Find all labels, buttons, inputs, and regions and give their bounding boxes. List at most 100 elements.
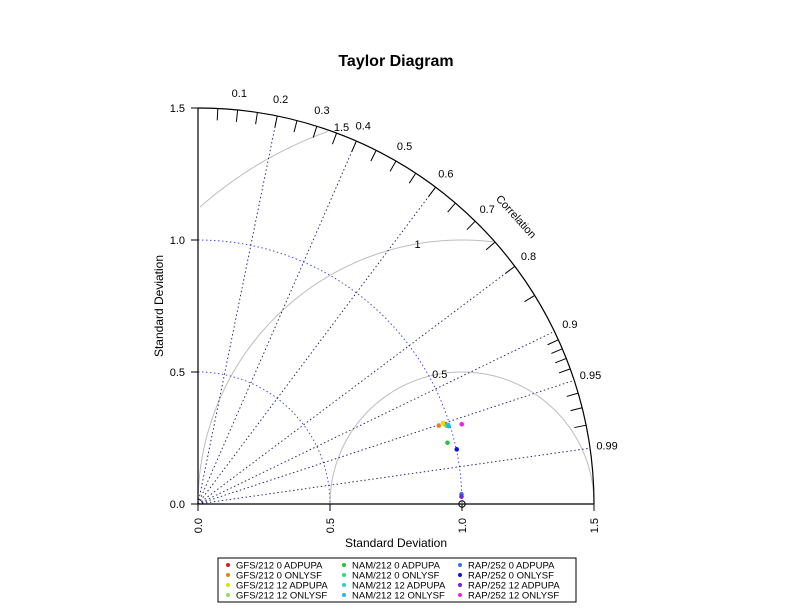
rms-contour xyxy=(199,130,329,208)
correlation-tick xyxy=(466,220,476,231)
rms-contour-label: 1 xyxy=(414,239,420,251)
legend-label: RAP/252 0 ONLYSF xyxy=(468,571,554,582)
data-point xyxy=(459,494,464,499)
data-point xyxy=(445,440,450,446)
legend-swatch xyxy=(342,563,346,567)
legend-swatch xyxy=(226,563,230,567)
legend-label: RAP/252 12 ADPUPA xyxy=(468,581,560,592)
legend-swatch xyxy=(226,583,230,587)
correlation-tick-label: 0.95 xyxy=(580,370,601,382)
rms-contour xyxy=(329,371,595,504)
legend-swatch xyxy=(458,563,462,567)
correlation-tick xyxy=(274,115,278,128)
chart-title: Taylor Diagram xyxy=(338,53,453,70)
y-tick-label: 1.5 xyxy=(170,103,185,115)
legend-label: NAM/212 12 ONLYSF xyxy=(352,591,445,602)
legend-swatch xyxy=(226,593,230,597)
correlation-tick-label: 0.6 xyxy=(438,168,453,180)
correlation-tick xyxy=(524,294,535,303)
reference-point xyxy=(458,500,466,508)
correlation-tick xyxy=(312,126,318,138)
correlation-line xyxy=(197,140,357,505)
correlation-line xyxy=(197,330,555,505)
legend-swatch xyxy=(342,583,346,587)
rms-contour xyxy=(197,239,494,504)
correlation-line xyxy=(197,379,575,505)
correlation-tick xyxy=(447,202,456,213)
data-point xyxy=(446,423,451,429)
correlation-tick-label: 0.3 xyxy=(314,105,329,117)
legend-box xyxy=(217,557,577,603)
correlation-tick xyxy=(551,348,563,354)
correlation-tick xyxy=(555,357,567,364)
data-point xyxy=(440,420,446,426)
data-point xyxy=(459,421,465,427)
correlation-axis-label: Correlation xyxy=(493,193,538,241)
correlation-tick xyxy=(370,150,377,162)
correlation-tick-label: 0.8 xyxy=(521,251,536,263)
data-point xyxy=(454,447,460,452)
legend-label: GFS/212 12 ONLYSF xyxy=(236,591,327,602)
correlation-tick xyxy=(428,186,437,198)
correlation-tick-label: 0.7 xyxy=(480,204,495,216)
data-point xyxy=(436,423,442,428)
legend-label: RAP/252 12 ONLYSF xyxy=(468,591,559,602)
chart-marks xyxy=(436,420,466,508)
correlation-tick xyxy=(574,424,587,429)
correlation-tick xyxy=(408,172,417,184)
legend-swatch xyxy=(342,573,346,577)
x-tick-label: 1.0 xyxy=(457,518,469,533)
correlation-tick xyxy=(255,112,258,125)
correlation-line xyxy=(197,186,436,505)
rms-contour-label: 0.5 xyxy=(432,369,447,381)
chart-grid: 0.5 1 1.5 xyxy=(197,115,595,505)
x-tick-label: 1.5 xyxy=(589,518,601,533)
legend-label: NAM/212 0 ONLYSF xyxy=(352,571,440,582)
correlation-tick xyxy=(331,132,338,145)
correlation-tick xyxy=(504,265,516,274)
y-tick-label: 1.0 xyxy=(170,235,185,247)
correlation-tick-label: 0.2 xyxy=(273,94,288,106)
legend-label: GFS/212 0 ADPUPA xyxy=(236,561,323,572)
x-axis-label: Standard Deviation xyxy=(345,536,447,550)
correlation-tick-label: 0.1 xyxy=(232,88,247,100)
correlation-tick xyxy=(351,140,357,153)
legend-swatch xyxy=(458,573,462,577)
y-axis-label: Standard Deviation xyxy=(152,255,166,357)
correlation-line xyxy=(197,266,516,505)
correlation-line xyxy=(197,447,591,505)
correlation-tick xyxy=(389,160,397,172)
correlation-tick xyxy=(216,108,219,121)
x-tick-label: 0.0 xyxy=(193,518,205,533)
correlation-tick-label: 0.9 xyxy=(562,319,577,331)
outer-arc xyxy=(197,107,595,505)
legend-swatch xyxy=(458,583,462,587)
std-dev-arc xyxy=(197,239,463,505)
correlation-tick xyxy=(485,241,496,251)
correlation-tick xyxy=(566,392,579,397)
correlation-tick xyxy=(293,120,298,133)
legend-label: NAM/212 0 ADPUPA xyxy=(352,561,441,572)
legend-swatch xyxy=(458,593,462,597)
correlation-line xyxy=(197,115,278,505)
legend-label: NAM/212 12 ADPUPA xyxy=(352,581,446,592)
chart-axes: 0.1 0.2 0.3 0.4 0.5 0.6 0.7 0.8 0.9 0.95 0.99 Corre… xyxy=(170,88,618,533)
correlation-tick xyxy=(235,109,239,122)
legend-label: GFS/212 12 ADPUPA xyxy=(236,581,328,592)
y-tick-label: 0.0 xyxy=(170,499,185,511)
correlation-tick-label: 0.99 xyxy=(596,441,617,453)
x-tick-label: 0.5 xyxy=(325,518,337,533)
legend-label: RAP/252 0 ADPUPA xyxy=(468,561,555,572)
std-dev-arc xyxy=(197,371,331,505)
correlation-tick xyxy=(547,339,559,346)
legend-label: GFS/212 0 ONLYSF xyxy=(236,571,322,582)
rms-contour-label: 1.5 xyxy=(334,122,349,134)
correlation-tick xyxy=(558,368,571,374)
correlation-tick-label: 0.4 xyxy=(356,120,371,132)
legend-swatch xyxy=(226,573,230,577)
y-tick-label: 0.5 xyxy=(170,367,185,379)
correlation-tick-label: 0.5 xyxy=(397,141,412,153)
